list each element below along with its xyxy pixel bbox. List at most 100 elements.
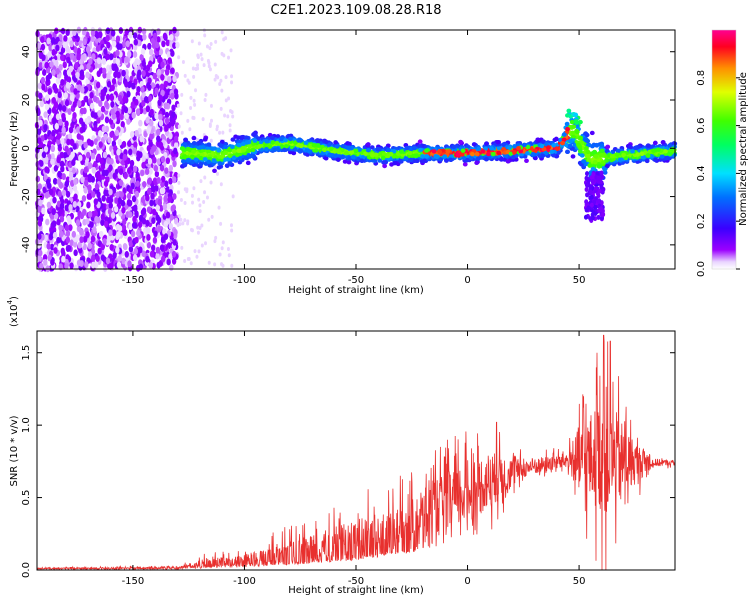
spectrogram-point	[98, 31, 103, 39]
spectrogram-point	[37, 137, 42, 145]
spectrogram-point	[164, 111, 170, 119]
spectrogram-point	[56, 133, 61, 140]
spectrogram-point	[205, 146, 211, 151]
spectrogram-point	[65, 190, 71, 198]
spectrogram-point	[158, 204, 164, 212]
spectrogram-point	[72, 184, 78, 192]
spectrogram-point	[80, 54, 86, 62]
spectrogram-point	[158, 113, 163, 121]
spectrogram-point	[182, 142, 188, 147]
spectrogram-point	[57, 170, 62, 178]
spectrogram-point	[133, 141, 138, 149]
spectrogram-point	[170, 205, 175, 212]
spectrogram-point	[92, 95, 98, 103]
spectrogram-point	[346, 160, 352, 165]
spectrogram-point	[58, 263, 64, 270]
spectrogram-point	[357, 147, 362, 152]
spectrogram-point	[57, 103, 63, 111]
spectrogram-point	[66, 215, 71, 222]
spectrogram-point	[177, 180, 181, 185]
spectrogram-point	[171, 250, 177, 258]
spectrogram-point	[196, 63, 200, 68]
spectrogram-point	[114, 129, 120, 137]
spectrogram-point	[236, 135, 241, 140]
spectrogram-point	[63, 69, 68, 77]
spectrogram-point	[574, 129, 580, 135]
spectrogram-point	[37, 255, 42, 262]
spectrogram-point	[111, 186, 117, 194]
spectrogram-point	[107, 196, 112, 204]
spectrogram-point	[39, 160, 44, 167]
spectrogram-point	[115, 191, 121, 199]
spectrogram-point	[199, 179, 203, 184]
spectrogram-point	[133, 247, 139, 255]
spectrogram-point	[213, 239, 217, 244]
spectrogram-point	[146, 241, 152, 249]
spectrogram-point	[175, 41, 180, 49]
spectrogram-point	[152, 72, 158, 80]
spectrogram-point	[186, 78, 190, 83]
spectrogram-point	[191, 135, 197, 141]
spectrogram-point	[50, 36, 56, 44]
spectrogram-point	[49, 243, 55, 251]
spectrogram-point	[96, 154, 101, 162]
spectrogram-point	[39, 262, 44, 270]
spectrogram-point	[168, 253, 173, 260]
spectrogram-point	[37, 183, 43, 190]
spectrogram-point	[156, 68, 162, 76]
spectrogram-point	[132, 165, 138, 173]
spectrogram-point	[156, 36, 161, 43]
spectrogram-point	[134, 236, 139, 244]
spectrogram-point	[63, 92, 69, 99]
spectrogram-point	[108, 188, 113, 196]
spectrogram-point	[86, 201, 91, 209]
spectrogram-point	[222, 53, 226, 58]
spectrogram-point	[172, 193, 177, 200]
spectrogram-point	[85, 218, 90, 225]
spectrogram-point	[335, 157, 341, 162]
spectrogram-point	[370, 158, 376, 163]
spectrogram-point	[146, 178, 152, 185]
spectrogram-point	[158, 141, 164, 149]
spectrogram-point	[566, 108, 572, 113]
spectrogram-point	[68, 126, 74, 134]
spectrogram-point	[177, 214, 181, 219]
spectrogram-point	[117, 255, 123, 262]
spectrogram-point	[71, 167, 76, 175]
spectrogram-point	[45, 94, 50, 102]
spectrogram-point	[102, 151, 108, 159]
spectrogram-point	[87, 193, 93, 200]
spectrogram-point	[73, 264, 79, 272]
spectrogram-point	[186, 118, 190, 123]
spectrogram-point	[116, 71, 121, 79]
spectrogram-point	[122, 243, 128, 250]
spectrogram-point	[61, 173, 66, 180]
spectrogram-point	[201, 145, 206, 150]
spectrogram-point	[180, 130, 184, 135]
spectrogram-point	[230, 74, 234, 79]
spectrogram-point	[108, 202, 113, 210]
spectrogram-point	[158, 48, 164, 56]
spectrogram-point	[83, 141, 88, 149]
spectrogram-point	[223, 113, 227, 118]
spectrogram-point	[596, 164, 602, 169]
spectrogram-point	[106, 235, 112, 242]
spectrogram-point	[73, 88, 78, 95]
spectrogram-point	[653, 157, 658, 163]
spectrogram-point	[196, 66, 200, 71]
spectrogram-point	[154, 112, 159, 120]
spectrogram-point	[126, 167, 132, 174]
spectrogram-point	[173, 228, 178, 236]
spectrogram-point	[347, 141, 352, 147]
spectrogram-point	[505, 159, 511, 164]
spectrogram-point	[52, 177, 58, 185]
spectrogram-point	[100, 219, 105, 227]
spectrogram-point	[147, 60, 153, 68]
spectrogram-point	[110, 101, 115, 108]
spectrogram-point	[154, 87, 159, 95]
spectrogram-point	[64, 224, 70, 232]
spectrogram-point	[147, 95, 153, 102]
spectrogram-point	[60, 138, 65, 145]
spectrogram-point	[209, 138, 213, 143]
spectrogram-point	[170, 92, 175, 100]
